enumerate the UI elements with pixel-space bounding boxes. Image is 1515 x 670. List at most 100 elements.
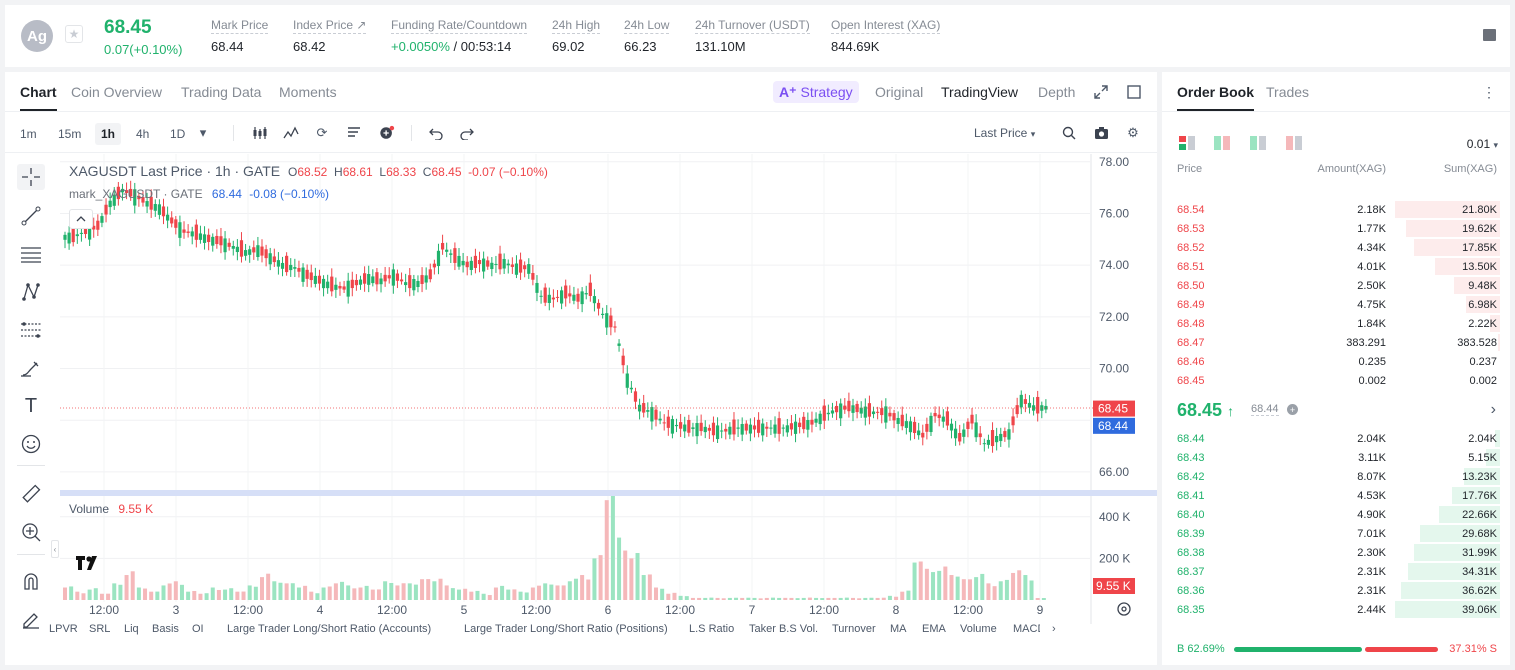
- precision-select[interactable]: 0.01 ▾: [1467, 137, 1498, 151]
- timeframe-15m[interactable]: 15m: [58, 127, 82, 141]
- ruler-icon[interactable]: [17, 481, 45, 507]
- row-amount: 2.50K: [1357, 280, 1386, 292]
- timeframe-1d[interactable]: 1D: [170, 127, 186, 141]
- tradingview-logo[interactable]: [75, 555, 103, 577]
- indicator-ema[interactable]: EMA: [922, 623, 946, 635]
- bid-row[interactable]: 68.39 7.01K 29.68K: [1162, 524, 1510, 543]
- ask-row[interactable]: 68.45 0.002 0.002: [1162, 371, 1510, 390]
- indicator-taker-bs[interactable]: Taker B.S Vol.: [749, 623, 819, 635]
- view-tradingview[interactable]: TradingView: [941, 84, 1019, 100]
- book-view-bids-icon[interactable]: [1214, 136, 1230, 150]
- emoji-icon[interactable]: [17, 431, 45, 457]
- collapse-legend-button[interactable]: [69, 209, 93, 229]
- chart-settings-icon[interactable]: [1115, 600, 1133, 618]
- indicator-ltlsr-positions[interactable]: Large Trader Long/Short Ratio (Positions…: [464, 623, 668, 635]
- indicator-macd[interactable]: MACD: [1013, 623, 1040, 635]
- view-depth[interactable]: Depth: [1038, 84, 1076, 100]
- book-view-green-icon[interactable]: [1250, 136, 1266, 150]
- indicator-lpvr[interactable]: LPVR: [49, 623, 78, 635]
- timeframe-1m[interactable]: 1m: [20, 127, 37, 141]
- ask-row[interactable]: 68.53 1.77K 19.62K: [1162, 219, 1510, 238]
- fib-retracement-icon[interactable]: [17, 317, 45, 343]
- tab-trading-data[interactable]: Trading Data: [181, 84, 262, 100]
- timeframe-1h[interactable]: 1h: [95, 123, 122, 145]
- indicator-turnover[interactable]: Turnover: [832, 623, 876, 635]
- pane-separator[interactable]: [60, 490, 1157, 496]
- refresh-icon[interactable]: ⟳: [316, 125, 328, 140]
- bid-row[interactable]: 68.35 2.44K 39.06K: [1162, 600, 1510, 619]
- indicator-ma[interactable]: MA: [890, 623, 907, 635]
- expand-icon[interactable]: [1093, 84, 1109, 100]
- trendline-icon[interactable]: [17, 203, 45, 229]
- stat-mark-price[interactable]: Mark Price 68.44: [211, 18, 269, 54]
- brush-icon[interactable]: [17, 355, 45, 381]
- chevron-right-icon[interactable]: ›: [1490, 401, 1496, 418]
- tab-trades[interactable]: Trades: [1266, 84, 1310, 100]
- bid-row[interactable]: 68.43 3.11K 5.15K: [1162, 448, 1510, 467]
- view-original[interactable]: Original: [875, 84, 924, 100]
- indicator-volume[interactable]: Volume: [960, 623, 997, 635]
- indicator-oi[interactable]: OI: [192, 623, 204, 635]
- stat-open-interest[interactable]: Open Interest (XAG) 844.69K: [831, 18, 941, 54]
- mid-price[interactable]: 68.45 ↑: [1177, 400, 1234, 421]
- template-icon[interactable]: [346, 125, 362, 141]
- candle-type-icon[interactable]: [252, 125, 268, 141]
- text-tool-icon[interactable]: T: [24, 394, 38, 417]
- candle-body: [1031, 405, 1036, 411]
- search-icon[interactable]: [1061, 125, 1077, 141]
- tab-coin-overview[interactable]: Coin Overview: [71, 84, 163, 100]
- pencil-lock-icon[interactable]: [17, 606, 45, 632]
- tab-order-book[interactable]: Order Book: [1177, 84, 1255, 111]
- indicator-ltlsr-accounts[interactable]: Large Trader Long/Short Ratio (Accounts): [227, 623, 432, 635]
- timeframe-4h[interactable]: 4h: [136, 127, 150, 141]
- bid-row[interactable]: 68.41 4.53K 17.76K: [1162, 486, 1510, 505]
- stat-24h-turnover: 24h Turnover (USDT) 131.10M: [695, 18, 810, 54]
- candle-body: [330, 276, 334, 292]
- book-view-red-icon[interactable]: [1286, 136, 1302, 150]
- bid-row[interactable]: 68.37 2.31K 34.31K: [1162, 562, 1510, 581]
- add-indicator-icon[interactable]: [379, 125, 395, 141]
- ask-row[interactable]: 68.49 4.75K 6.98K: [1162, 295, 1510, 314]
- last-price-select[interactable]: Last Price ▾: [974, 126, 1035, 140]
- favorite-star-icon[interactable]: ★: [65, 25, 83, 43]
- indicators-icon[interactable]: [283, 125, 299, 141]
- tab-chart[interactable]: Chart: [20, 84, 57, 111]
- ask-row[interactable]: 68.47 383.291 383.528: [1162, 333, 1510, 352]
- ask-row[interactable]: 68.52 4.34K 17.85K: [1162, 238, 1510, 257]
- stat-funding-rate[interactable]: Funding Rate/Countdown +0.0050% / 00:53:…: [391, 18, 528, 54]
- magnet-icon[interactable]: [17, 568, 45, 594]
- bid-row[interactable]: 68.40 4.90K 22.66K: [1162, 505, 1510, 524]
- indicator-liq[interactable]: Liq: [124, 623, 139, 635]
- bid-row[interactable]: 68.44 2.04K 2.04K: [1162, 429, 1510, 448]
- tab-moments[interactable]: Moments: [279, 84, 337, 100]
- ask-row[interactable]: 68.54 2.18K 21.80K: [1162, 200, 1510, 219]
- gear-icon[interactable]: ⚙: [1127, 125, 1139, 140]
- more-options-icon[interactable]: ⋮: [1482, 84, 1496, 100]
- bid-row[interactable]: 68.36 2.31K 36.62K: [1162, 581, 1510, 600]
- horizontal-lines-icon[interactable]: [17, 241, 45, 267]
- bid-row[interactable]: 68.38 2.30K 31.99K: [1162, 543, 1510, 562]
- ask-row[interactable]: 68.51 4.01K 13.50K: [1162, 257, 1510, 276]
- undo-icon[interactable]: [428, 125, 444, 141]
- chevron-right-icon[interactable]: ›: [1052, 623, 1056, 635]
- chevron-down-icon[interactable]: ▾: [199, 125, 207, 140]
- ask-row[interactable]: 68.48 1.84K 2.22K: [1162, 314, 1510, 333]
- indicator-srl[interactable]: SRL: [89, 623, 111, 635]
- book-icon[interactable]: [1483, 29, 1496, 41]
- indicator-basis[interactable]: Basis: [152, 623, 179, 635]
- ask-row[interactable]: 68.50 2.50K 9.48K: [1162, 276, 1510, 295]
- redo-icon[interactable]: [459, 125, 475, 141]
- window-icon[interactable]: [1126, 84, 1142, 100]
- bid-row[interactable]: 68.42 8.07K 13.23K: [1162, 467, 1510, 486]
- expand-left-icon[interactable]: ‹: [51, 540, 59, 558]
- stat-index-price[interactable]: Index Price ↗ 68.42: [293, 18, 367, 54]
- camera-icon[interactable]: [1093, 125, 1109, 141]
- indicator-ls-ratio[interactable]: L.S Ratio: [689, 623, 735, 635]
- ask-row[interactable]: 68.46 0.235 0.237: [1162, 352, 1510, 371]
- crosshair-icon[interactable]: [17, 164, 45, 190]
- book-view-both-icon[interactable]: [1179, 136, 1195, 150]
- pattern-icon[interactable]: [17, 279, 45, 305]
- strategy-button[interactable]: A⁺ Strategy: [773, 81, 859, 103]
- price-chart[interactable]: 78.00 76.00 74.00 72.00 70.00 66.00 400 K 200 K…: [5, 154, 1157, 624]
- zoom-in-icon[interactable]: [17, 519, 45, 545]
